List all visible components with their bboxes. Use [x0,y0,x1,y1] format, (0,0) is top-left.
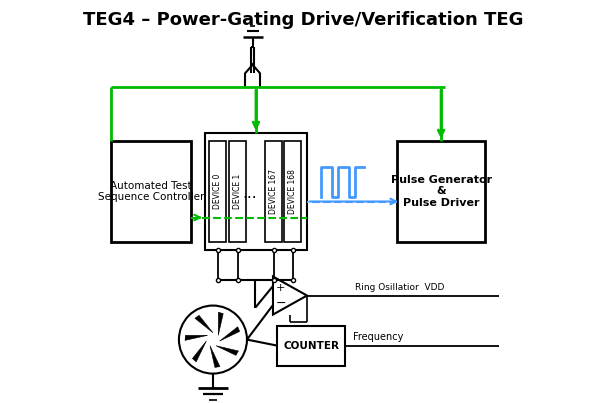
Text: −: − [275,297,286,310]
FancyBboxPatch shape [397,141,485,241]
Text: DEVICE 167: DEVICE 167 [269,169,278,214]
Text: COUNTER: COUNTER [283,341,339,351]
Text: DEVICE 0: DEVICE 0 [213,174,222,209]
FancyBboxPatch shape [111,141,191,241]
Text: +: + [275,283,285,293]
Text: DEVICE 168: DEVICE 168 [288,169,297,214]
FancyBboxPatch shape [277,326,345,366]
FancyBboxPatch shape [209,141,226,241]
Polygon shape [216,346,238,355]
Polygon shape [193,341,206,362]
Text: TEG4 – Power-Gating Drive/Verification TEG: TEG4 – Power-Gating Drive/Verification T… [83,11,523,29]
Text: Automated Test
Sequence Controller: Automated Test Sequence Controller [98,181,204,202]
Polygon shape [219,327,239,341]
Polygon shape [210,346,220,368]
Text: Pulse Generator
&
Pulse Driver: Pulse Generator & Pulse Driver [390,175,491,208]
Text: Ring Osillatior  VDD: Ring Osillatior VDD [355,283,444,292]
FancyBboxPatch shape [229,141,246,241]
Text: DEVICE 1: DEVICE 1 [233,174,242,209]
Text: Frequency: Frequency [353,332,404,343]
FancyBboxPatch shape [265,141,282,241]
Polygon shape [185,335,208,341]
Polygon shape [195,316,213,333]
FancyBboxPatch shape [205,133,307,249]
Text: ...: ... [243,186,258,201]
Polygon shape [218,312,223,335]
FancyBboxPatch shape [284,141,301,241]
